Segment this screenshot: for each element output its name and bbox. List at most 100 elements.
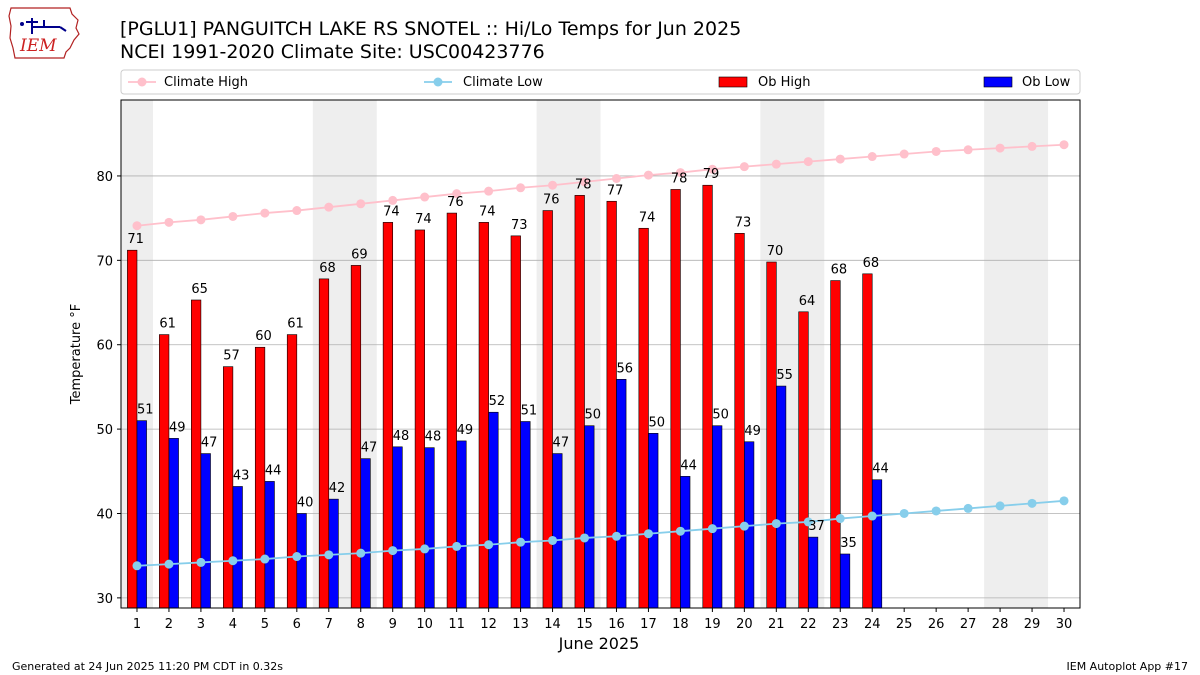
- climate-low-point-day-11: [452, 541, 462, 551]
- climate-high-point-day-16: [611, 173, 621, 183]
- climate-high-point-day-12: [484, 186, 494, 196]
- legend-marker-climate-low: [433, 77, 443, 87]
- x-tick-label-22: 22: [800, 617, 817, 632]
- ob-low-bar-day-9: [392, 446, 403, 609]
- x-tick-label-20: 20: [736, 617, 753, 632]
- climate-low-point-day-18: [675, 526, 685, 536]
- climate-high-line: [136, 143, 1065, 227]
- ob-low-label-day-13: 51: [521, 404, 538, 419]
- x-tick-label-1: 1: [133, 617, 141, 632]
- x-tick-label-27: 27: [960, 617, 977, 632]
- ob-low-bar-day-12: [488, 411, 499, 609]
- ob-low-label-day-23: 35: [840, 536, 857, 551]
- climate-high-point-day-14: [548, 180, 558, 190]
- ob-low-bar-day-11: [456, 440, 467, 609]
- ob-high-bar-day-4: [222, 366, 234, 609]
- x-tick-label-9: 9: [389, 617, 397, 632]
- ob-low-bar-day-16: [616, 379, 627, 609]
- x-tick-label-26: 26: [928, 617, 945, 632]
- footer-app-id: IEM Autoplot App #17: [1067, 660, 1189, 673]
- weather-station-icon: [26, 18, 67, 34]
- climate-low-point-day-21: [771, 519, 781, 529]
- ob-low-bar-day-5: [264, 481, 275, 609]
- ob-low-bar-day-15: [584, 425, 595, 609]
- weather-station-dot: [20, 22, 24, 26]
- ob-high-label-day-17: 74: [639, 210, 656, 225]
- x-tick-label-10: 10: [416, 617, 433, 632]
- x-axis-label: June 2025: [558, 634, 640, 653]
- ob-low-bar-day-18: [680, 476, 691, 609]
- ob-high-bar-day-5: [254, 346, 266, 609]
- ob-high-label-day-21: 70: [767, 244, 784, 259]
- ob-low-label-day-6: 40: [297, 495, 314, 510]
- climate-high-point-day-25: [899, 149, 909, 159]
- climate-low-point-day-10: [420, 544, 430, 554]
- x-tick-label-23: 23: [832, 617, 849, 632]
- climate-low-point-day-4: [228, 556, 238, 566]
- ob-low-bar-day-10: [424, 447, 435, 609]
- ob-low-label-day-17: 50: [648, 415, 665, 430]
- x-tick-label-15: 15: [576, 617, 593, 632]
- x-tick-label-18: 18: [672, 617, 689, 632]
- y-tick-label-40: 40: [96, 507, 113, 522]
- ob-low-label-day-24: 44: [872, 462, 889, 477]
- legend-swatch-ob-high: [718, 76, 748, 88]
- legend-item-ob-low: Ob Low: [983, 75, 1071, 90]
- weekend-band-day-28: [984, 100, 1049, 608]
- climate-high-point-day-10: [420, 192, 430, 202]
- climate-low-point-day-16: [611, 531, 621, 541]
- bars: [127, 184, 883, 609]
- ob-high-label-day-12: 74: [479, 204, 496, 219]
- climate-high-point-day-7: [324, 202, 334, 212]
- legend-label-ob-low: Ob Low: [1022, 75, 1071, 90]
- x-tick-label-24: 24: [864, 617, 881, 632]
- climate-lines: [132, 140, 1069, 571]
- ob-high-bar-day-15: [574, 195, 585, 609]
- data-labels: 71 61 65 57 60 61 68 69 74 74 76 74 73 76 78 77 74 78 79 73…: [127, 167, 888, 551]
- climate-low-line: [136, 499, 1065, 567]
- ob-low-label-day-22: 37: [808, 519, 825, 534]
- climate-low-point-day-8: [356, 548, 366, 558]
- ob-high-bar-day-21: [766, 261, 777, 609]
- x-tick-label-29: 29: [1024, 617, 1041, 632]
- ob-low-label-day-7: 42: [329, 481, 346, 496]
- ob-high-label-day-20: 73: [735, 215, 752, 230]
- ob-low-label-day-2: 49: [169, 420, 186, 435]
- climate-low-point-day-20: [739, 521, 749, 531]
- climate-high-point-day-23: [835, 154, 845, 164]
- ob-low-bar-day-1: [136, 420, 147, 609]
- climate-low-point-day-27: [963, 503, 973, 513]
- climate-high-point-day-22: [803, 157, 813, 167]
- climate-high-point-day-24: [867, 152, 877, 162]
- ob-high-bar-day-24: [862, 273, 873, 609]
- ob-low-bar-day-3: [200, 453, 211, 609]
- x-tick-label-7: 7: [325, 617, 333, 632]
- ob-high-bar-day-23: [830, 280, 841, 609]
- y-tick-label-50: 50: [96, 423, 113, 438]
- ob-high-bar-day-22: [798, 311, 809, 609]
- ob-high-label-day-24: 68: [863, 256, 880, 271]
- ob-high-label-day-11: 76: [447, 195, 464, 210]
- x-tick-label-13: 13: [512, 617, 529, 632]
- legend-label-ob-high: Ob High: [758, 75, 811, 90]
- x-tick-label-8: 8: [357, 617, 365, 632]
- ob-high-label-day-9: 74: [383, 204, 400, 219]
- climate-high-point-day-15: [580, 177, 590, 187]
- y-tick-label-60: 60: [96, 339, 113, 354]
- x-tick-label-28: 28: [992, 617, 1009, 632]
- climate-high-point-day-18: [675, 168, 685, 178]
- ob-high-label-day-19: 79: [703, 167, 720, 182]
- ob-high-label-day-15: 78: [575, 177, 592, 192]
- x-tick-label-30: 30: [1056, 617, 1073, 632]
- climate-high-point-day-28: [995, 143, 1005, 153]
- climate-high-point-day-6: [292, 206, 302, 216]
- ob-low-label-day-16: 56: [616, 361, 633, 376]
- ob-high-label-day-14: 76: [543, 193, 560, 208]
- x-tick-label-5: 5: [261, 617, 269, 632]
- gridlines: [121, 175, 1080, 599]
- climate-high-point-day-5: [260, 208, 270, 218]
- logo-text: IEM: [19, 36, 57, 56]
- footer-generated: Generated at 24 Jun 2025 11:20 PM CDT in…: [12, 660, 283, 673]
- x-tick-label-3: 3: [197, 617, 205, 632]
